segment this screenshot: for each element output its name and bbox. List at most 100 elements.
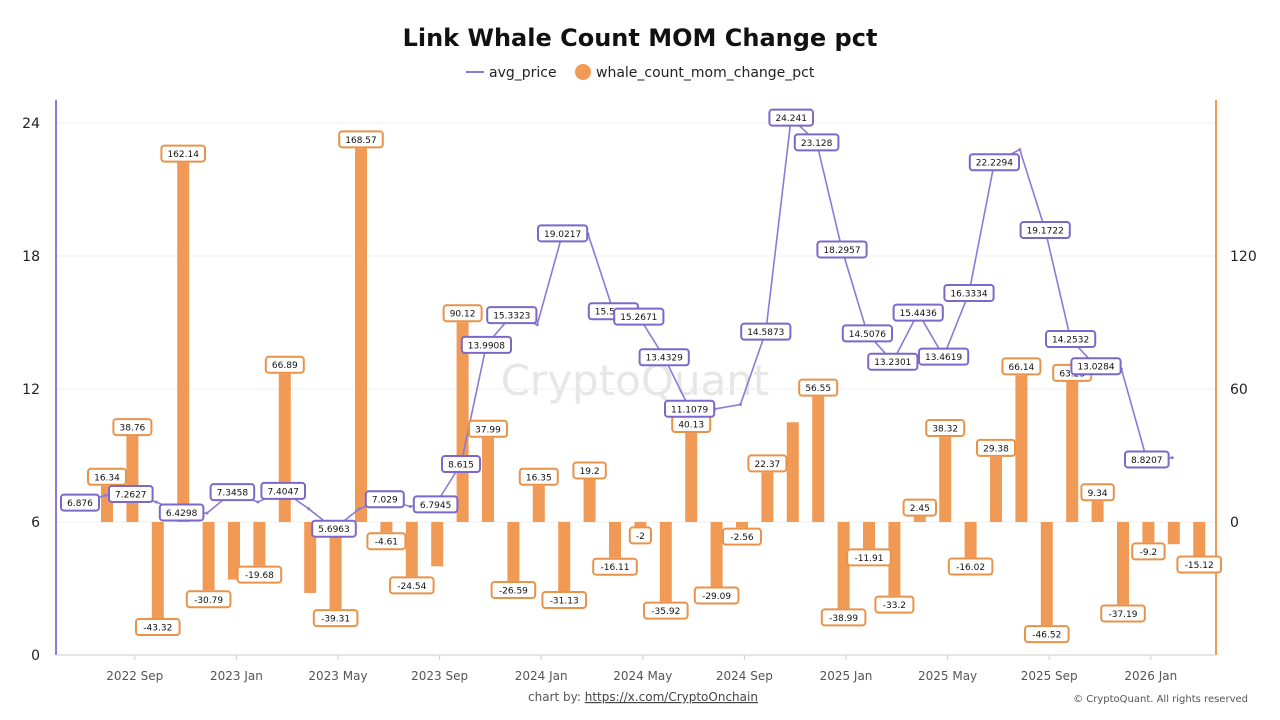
bar[interactable]	[380, 522, 393, 533]
line-data-label: 22.2294	[968, 153, 1020, 172]
line-data-label-text: 22.2294	[976, 159, 1013, 169]
bar[interactable]	[990, 456, 1002, 522]
bar-data-label-text: -4.61	[375, 538, 398, 548]
line-data-label-text: 13.9908	[468, 341, 505, 351]
bar[interactable]	[558, 522, 571, 592]
bar-data-label-text: 9.34	[1088, 489, 1108, 499]
bar[interactable]	[710, 522, 723, 587]
legend[interactable]: avg_price whale_count_mom_change_pct	[466, 64, 815, 81]
line-data-label-box	[108, 485, 154, 504]
line-data-label-text: 15.4436	[900, 309, 937, 319]
bar-data-label-box	[1024, 625, 1070, 644]
bar[interactable]	[913, 516, 926, 522]
line-point[interactable]	[535, 323, 539, 327]
bar[interactable]	[786, 422, 799, 522]
line-data-label-text: 8.8207	[1131, 456, 1163, 466]
line-point[interactable]	[357, 507, 361, 511]
line-data-label-box	[158, 503, 205, 522]
line-data-label-text: 14.5076	[849, 330, 886, 340]
line-data-label-box	[311, 519, 357, 538]
bar[interactable]	[964, 522, 977, 558]
bar-data-label-box	[442, 304, 483, 323]
line-point[interactable]	[205, 511, 209, 515]
bar[interactable]	[659, 522, 672, 602]
bar[interactable]	[1066, 381, 1079, 522]
bar[interactable]	[888, 522, 901, 596]
line-point[interactable]	[103, 493, 107, 497]
bar-data-label-box	[874, 595, 915, 614]
bar[interactable]	[228, 522, 240, 580]
line-data-label: 6.7945	[412, 495, 459, 514]
bar-data-label-box	[628, 526, 652, 545]
bar[interactable]	[151, 522, 164, 619]
bar[interactable]	[532, 485, 545, 522]
bar[interactable]	[304, 522, 317, 593]
bar-data-label-text: -16.02	[956, 563, 985, 573]
bar[interactable]	[736, 522, 748, 528]
bar-data-label-box	[236, 565, 283, 584]
bar[interactable]	[482, 437, 494, 522]
line-point[interactable]	[1170, 456, 1174, 460]
bar[interactable]	[583, 479, 596, 522]
x-tick-label: 2025 May	[918, 669, 977, 683]
bar[interactable]	[431, 522, 444, 567]
line-point[interactable]	[738, 403, 742, 407]
bar[interactable]	[126, 436, 139, 522]
bar[interactable]	[863, 522, 875, 549]
footer-link[interactable]: https://x.com/CryptoOnchain	[585, 690, 758, 704]
bar-data-label-text: -35.92	[651, 607, 680, 617]
bar[interactable]	[634, 522, 647, 527]
bar[interactable]	[329, 522, 342, 610]
bar-data-label-box	[112, 418, 153, 437]
bar-data-label-box	[820, 608, 867, 627]
line-point[interactable]	[408, 504, 412, 508]
bar[interactable]	[1142, 522, 1155, 543]
line-data-label: 13.9908	[460, 335, 512, 354]
bar[interactable]	[812, 396, 825, 522]
bar[interactable]	[1015, 375, 1028, 522]
line-point[interactable]	[154, 500, 158, 504]
line-point[interactable]	[256, 500, 260, 504]
bar[interactable]	[405, 522, 418, 577]
bar[interactable]	[761, 472, 774, 522]
x-tick-label: 2023 Sep	[411, 669, 468, 683]
axes: 0 6 12 18 24 0 60 120 2022 Sep 2023 Jan 2023 May 20…	[22, 100, 1257, 683]
bar-data-label-box	[1001, 357, 1042, 376]
y-left-tick-label: 24	[22, 116, 40, 132]
bar[interactable]	[1040, 522, 1053, 626]
bar-data-label: -29.09	[693, 586, 740, 605]
bar[interactable]	[355, 148, 367, 523]
bar-data-label: -26.59	[490, 580, 537, 599]
bar[interactable]	[837, 522, 850, 609]
line-data-label-text: 7.3458	[217, 489, 249, 499]
line-data-label-text: 11.1079	[671, 405, 708, 415]
y-left-tick-label: 0	[31, 648, 40, 664]
line-point[interactable]	[1018, 148, 1022, 152]
bar-data-label-text: 2.45	[910, 504, 930, 514]
bar[interactable]	[507, 522, 520, 581]
bar[interactable]	[202, 522, 215, 591]
bar[interactable]	[253, 522, 266, 566]
line-data-label: 15.3323	[486, 306, 538, 325]
line-data-label-text: 5.6963	[318, 525, 350, 535]
legend-item-whale-count[interactable]: whale_count_mom_change_pct	[596, 65, 815, 81]
bar[interactable]	[1117, 522, 1129, 605]
line-data-label-text: 7.029	[372, 496, 398, 506]
y-right-tick-label: 0	[1230, 515, 1239, 531]
bar[interactable]	[1193, 522, 1206, 556]
bar[interactable]	[609, 522, 621, 558]
bar-data-label: 37.99	[468, 419, 508, 438]
bar-data-label: -46.52	[1024, 625, 1070, 644]
bar-data-label: 9.34	[1080, 483, 1115, 502]
x-tick-label: 2022 Sep	[106, 669, 163, 683]
bar[interactable]	[1167, 522, 1180, 545]
line-data-label-text: 19.0217	[544, 230, 581, 240]
bar[interactable]	[685, 433, 698, 522]
bar[interactable]	[1091, 501, 1104, 522]
bar[interactable]	[939, 437, 952, 522]
legend-item-avg-price[interactable]: avg_price	[489, 65, 557, 81]
line-point[interactable]	[307, 507, 311, 511]
bar[interactable]	[177, 162, 190, 522]
x-tick-label: 2025 Jan	[820, 669, 873, 683]
bar-data-label: -4.61	[366, 532, 407, 551]
